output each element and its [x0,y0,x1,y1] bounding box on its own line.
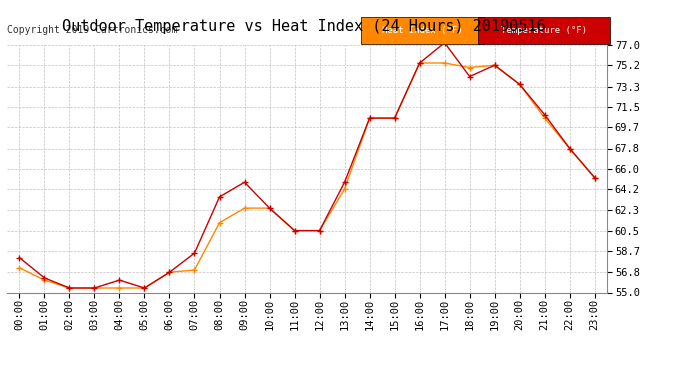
FancyBboxPatch shape [478,16,610,44]
Text: Heat Index (°F): Heat Index (°F) [382,26,463,34]
Text: Outdoor Temperature vs Heat Index (24 Hours) 20190516: Outdoor Temperature vs Heat Index (24 Ho… [62,19,545,34]
FancyBboxPatch shape [361,16,484,44]
Text: Temperature (°F): Temperature (°F) [501,26,587,34]
Text: Copyright 2019 Cartronics.com: Copyright 2019 Cartronics.com [7,25,177,35]
